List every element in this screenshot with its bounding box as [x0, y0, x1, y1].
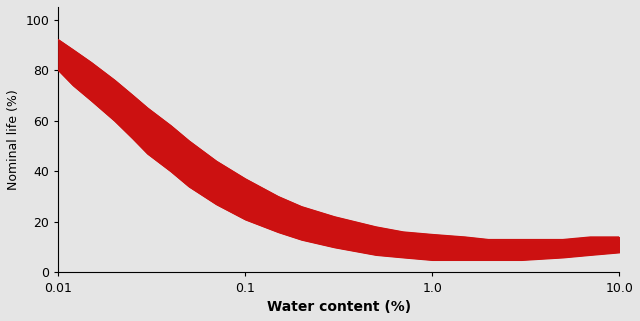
X-axis label: Water content (%): Water content (%) — [267, 300, 411, 314]
Y-axis label: Nominal life (%): Nominal life (%) — [7, 89, 20, 190]
